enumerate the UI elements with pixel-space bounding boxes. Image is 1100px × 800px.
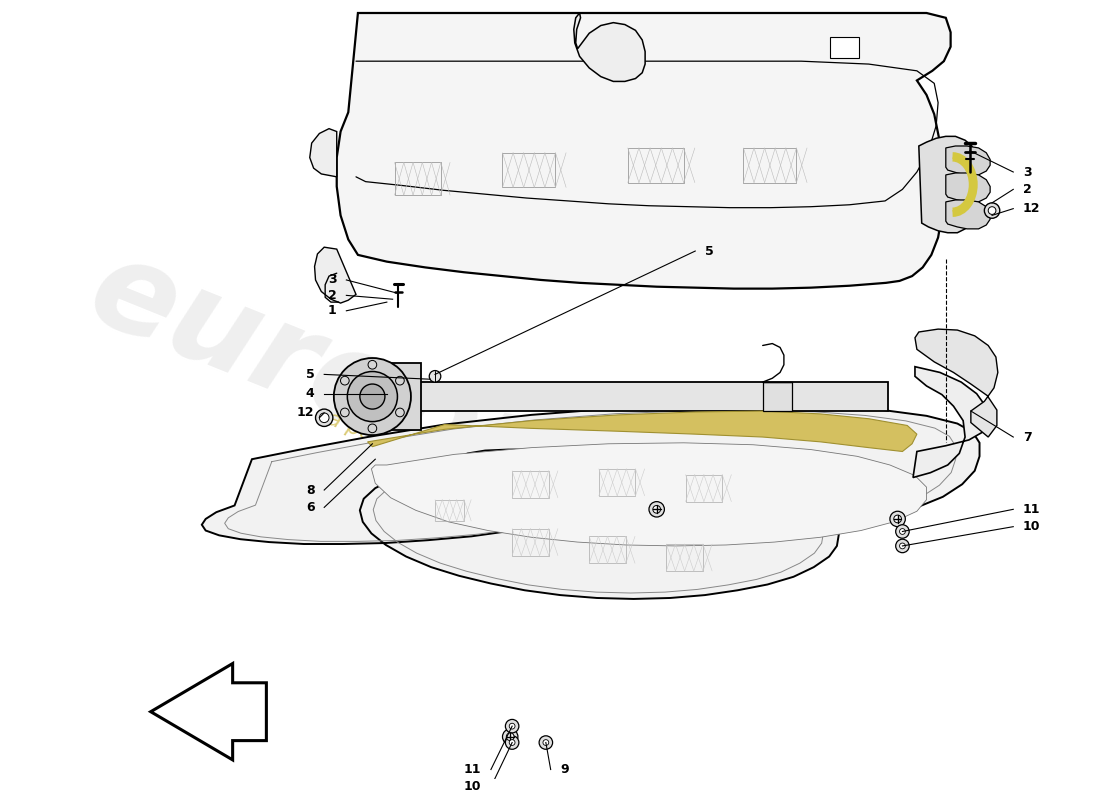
- Bar: [503, 153, 556, 187]
- Circle shape: [503, 729, 518, 745]
- Text: 10: 10: [1023, 520, 1041, 533]
- Polygon shape: [946, 200, 990, 229]
- Circle shape: [341, 408, 349, 417]
- Text: 5: 5: [705, 245, 714, 258]
- Text: 3: 3: [1023, 166, 1032, 178]
- Circle shape: [984, 203, 1000, 218]
- Text: 12: 12: [297, 406, 315, 419]
- Circle shape: [509, 740, 515, 746]
- Polygon shape: [337, 13, 950, 289]
- Bar: [395, 162, 441, 195]
- Text: a passion for parts since 1995: a passion for parts since 1995: [323, 408, 642, 553]
- Circle shape: [506, 733, 514, 741]
- Circle shape: [900, 543, 905, 549]
- Text: 2: 2: [1023, 183, 1032, 196]
- Text: 9: 9: [560, 763, 569, 776]
- Polygon shape: [310, 129, 337, 177]
- Circle shape: [505, 719, 519, 733]
- Polygon shape: [367, 411, 917, 451]
- Circle shape: [368, 424, 376, 433]
- Polygon shape: [151, 663, 266, 760]
- Polygon shape: [315, 247, 356, 303]
- Text: 5: 5: [306, 368, 315, 381]
- Bar: [513, 529, 549, 555]
- Bar: [590, 536, 626, 563]
- Polygon shape: [416, 382, 888, 411]
- Polygon shape: [913, 366, 988, 478]
- Circle shape: [894, 515, 902, 523]
- Text: 11: 11: [464, 763, 482, 776]
- Circle shape: [509, 723, 515, 729]
- Circle shape: [652, 506, 660, 513]
- Bar: [598, 469, 636, 496]
- Bar: [434, 500, 464, 521]
- Text: 10: 10: [464, 780, 482, 794]
- Circle shape: [360, 384, 385, 409]
- Circle shape: [396, 376, 405, 385]
- Bar: [628, 148, 684, 182]
- Circle shape: [429, 370, 441, 382]
- Text: 12: 12: [1023, 202, 1041, 215]
- Polygon shape: [946, 146, 990, 175]
- Polygon shape: [946, 173, 990, 202]
- Circle shape: [396, 408, 405, 417]
- Text: 8: 8: [306, 483, 315, 497]
- Bar: [685, 474, 723, 502]
- Circle shape: [895, 525, 910, 538]
- Circle shape: [539, 736, 552, 750]
- Text: 2: 2: [328, 289, 337, 302]
- Circle shape: [505, 736, 519, 750]
- Circle shape: [895, 539, 910, 553]
- Circle shape: [333, 358, 411, 435]
- Bar: [830, 37, 859, 58]
- Polygon shape: [367, 363, 420, 430]
- Circle shape: [890, 511, 905, 526]
- Text: 11: 11: [1023, 503, 1041, 516]
- Circle shape: [348, 371, 397, 422]
- Polygon shape: [574, 13, 645, 82]
- Text: 3: 3: [328, 274, 337, 286]
- Circle shape: [368, 361, 376, 369]
- Bar: [513, 470, 549, 498]
- Text: 6: 6: [306, 501, 315, 514]
- Circle shape: [988, 206, 996, 214]
- Circle shape: [649, 502, 664, 517]
- Text: 1: 1: [328, 304, 337, 318]
- Polygon shape: [372, 443, 926, 546]
- Bar: [667, 544, 703, 571]
- Text: europarts: europarts: [73, 227, 759, 598]
- Polygon shape: [762, 382, 792, 411]
- Circle shape: [900, 529, 905, 534]
- Polygon shape: [918, 136, 979, 233]
- Circle shape: [341, 376, 349, 385]
- Bar: [744, 148, 796, 182]
- Text: 4: 4: [306, 387, 315, 400]
- Circle shape: [543, 740, 549, 746]
- Circle shape: [316, 409, 333, 426]
- Polygon shape: [915, 329, 998, 437]
- Circle shape: [319, 413, 329, 422]
- Text: 7: 7: [1023, 430, 1032, 443]
- Polygon shape: [201, 404, 979, 599]
